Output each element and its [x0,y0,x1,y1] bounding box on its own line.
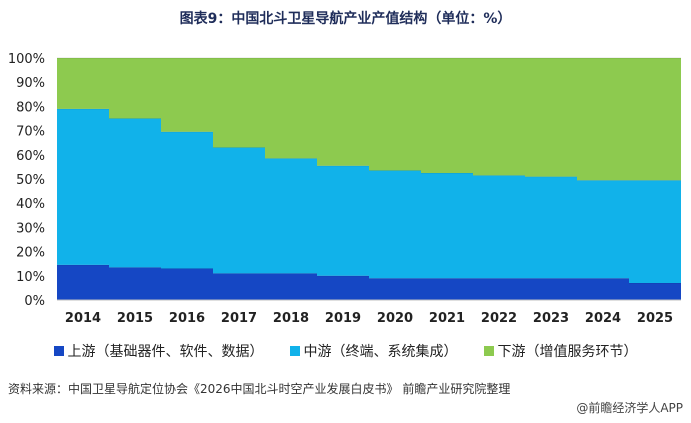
x-tick-label: 2014 [65,311,101,326]
area-series-0 [57,264,681,300]
legend: 上游（基础器件、软件、数据） 中游（终端、系统集成） 下游（增值服务环节） [0,341,691,361]
x-tick-label: 2018 [273,311,309,326]
y-tick-label: 60% [16,149,45,164]
x-tick-label: 2021 [429,311,465,326]
x-tick-label: 2024 [585,311,621,326]
legend-item-upstream: 上游（基础器件、软件、数据） [53,341,264,361]
chart-title: 图表9：中国北斗卫星导航产业产值结构（单位：%） [179,11,512,27]
legend-label-midstream: 中游（终端、系统集成） [303,344,458,360]
y-tick-label: 40% [16,197,45,212]
axes: 0% 10% 20% 30% 40% 50% 60% 70% 80% 90% 100% 2014 201… [8,52,681,326]
legend-item-midstream: 中游（终端、系统集成） [289,341,458,361]
area-series-2 [57,58,681,181]
legend-label-downstream: 下游（增值服务环节） [497,344,638,360]
legend-swatch-midstream [289,346,300,356]
y-tick-label: 70% [16,125,45,140]
x-tick-label: 2017 [221,311,257,326]
area-series-1 [57,108,681,284]
y-tick-label: 10% [16,270,45,285]
legend-swatch-downstream [483,346,494,356]
y-tick-label: 30% [16,221,45,236]
x-tick-label: 2016 [169,311,205,326]
x-tick-label: 2015 [117,311,153,326]
source-note: 资料来源：中国卫星导航定位协会《2026中国北斗时空产业发展白皮书》 前瞻产业研… [8,382,511,396]
x-tick-label: 2023 [533,311,569,326]
y-tick-label: 80% [16,100,45,115]
x-tick-label: 2022 [481,311,517,326]
legend-item-downstream: 下游（增值服务环节） [483,341,638,361]
y-tick-label: 90% [16,76,45,91]
legend-swatch-upstream [53,346,64,356]
stacked-area-chart: 0% 10% 20% 30% 40% 50% 60% 70% 80% 90% 100% 2014 201… [8,52,681,326]
y-tick-label: 20% [16,246,45,261]
y-tick-label: 50% [16,173,45,188]
y-tick-label: 100% [8,52,45,67]
area-layers [57,57,681,300]
x-tick-label: 2025 [637,311,673,326]
x-tick-label: 2019 [325,311,361,326]
x-tick-label: 2020 [377,311,413,326]
legend-label-upstream: 上游（基础器件、软件、数据） [67,344,264,360]
brand-watermark: @前瞻经济学人APP [576,401,683,415]
y-tick-label: 0% [24,294,45,309]
